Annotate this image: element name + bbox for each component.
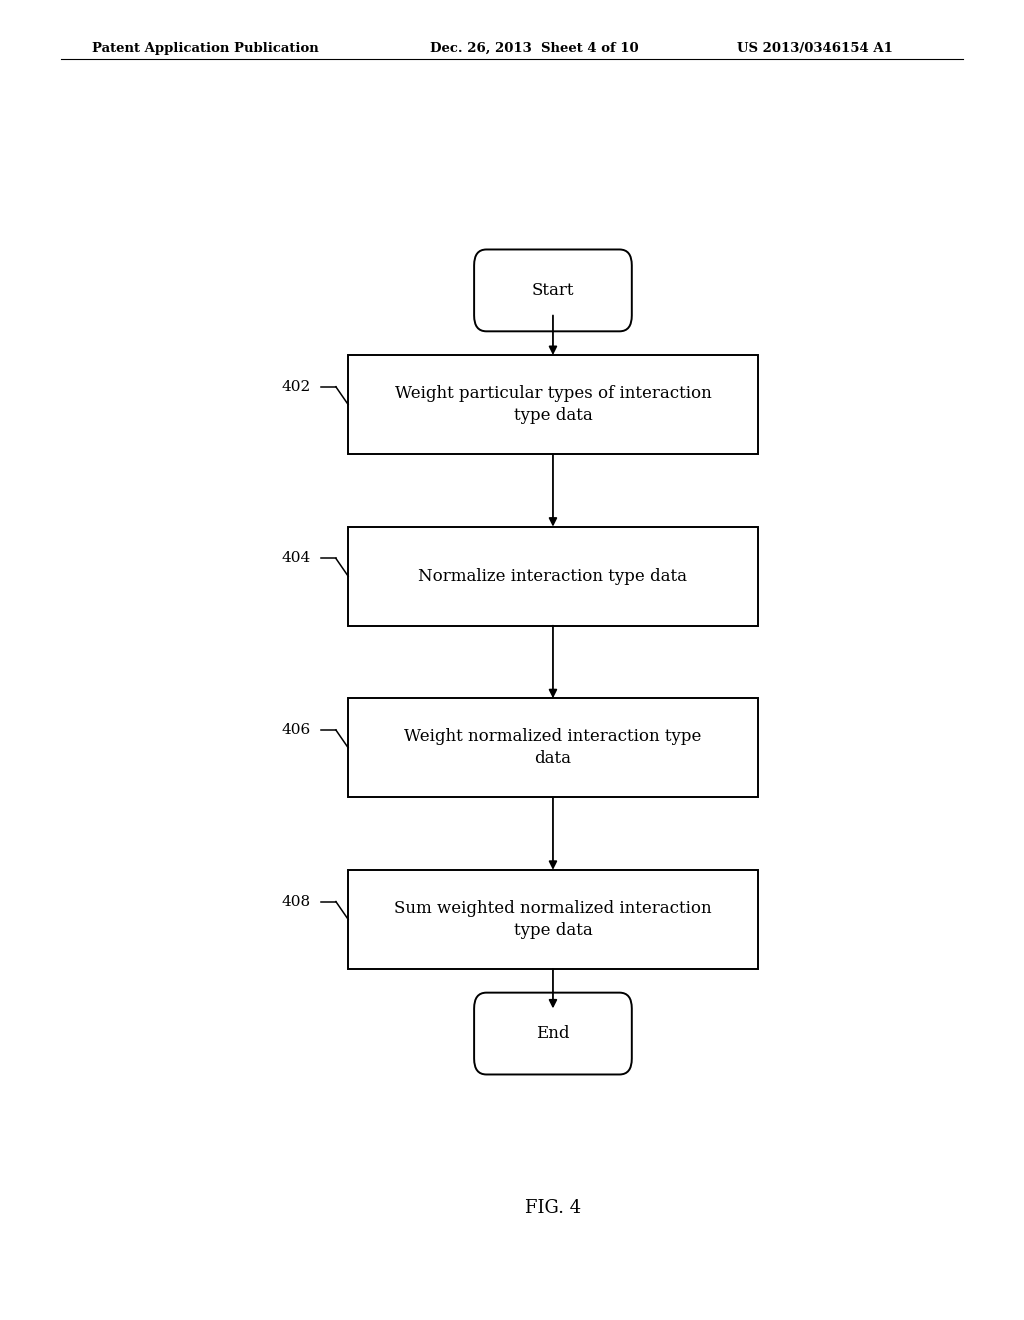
- Text: Sum weighted normalized interaction
type data: Sum weighted normalized interaction type…: [394, 900, 712, 939]
- Text: Normalize interaction type data: Normalize interaction type data: [419, 568, 687, 585]
- Text: 404: 404: [282, 552, 311, 565]
- Text: Weight normalized interaction type
data: Weight normalized interaction type data: [404, 729, 701, 767]
- Text: Start: Start: [531, 282, 574, 298]
- Text: US 2013/0346154 A1: US 2013/0346154 A1: [737, 42, 893, 54]
- Bar: [348, 870, 758, 969]
- Text: Weight particular types of interaction
type data: Weight particular types of interaction t…: [394, 385, 712, 424]
- Text: 408: 408: [282, 895, 310, 908]
- Bar: [348, 527, 758, 626]
- Bar: [348, 355, 758, 454]
- Text: FIG. 4: FIG. 4: [525, 1199, 581, 1217]
- Bar: [348, 698, 758, 797]
- Text: Dec. 26, 2013  Sheet 4 of 10: Dec. 26, 2013 Sheet 4 of 10: [430, 42, 639, 54]
- Text: End: End: [537, 1026, 569, 1041]
- FancyBboxPatch shape: [474, 993, 632, 1074]
- Text: Patent Application Publication: Patent Application Publication: [92, 42, 318, 54]
- FancyBboxPatch shape: [474, 249, 632, 331]
- Text: 406: 406: [282, 723, 311, 737]
- Text: 402: 402: [282, 380, 311, 393]
